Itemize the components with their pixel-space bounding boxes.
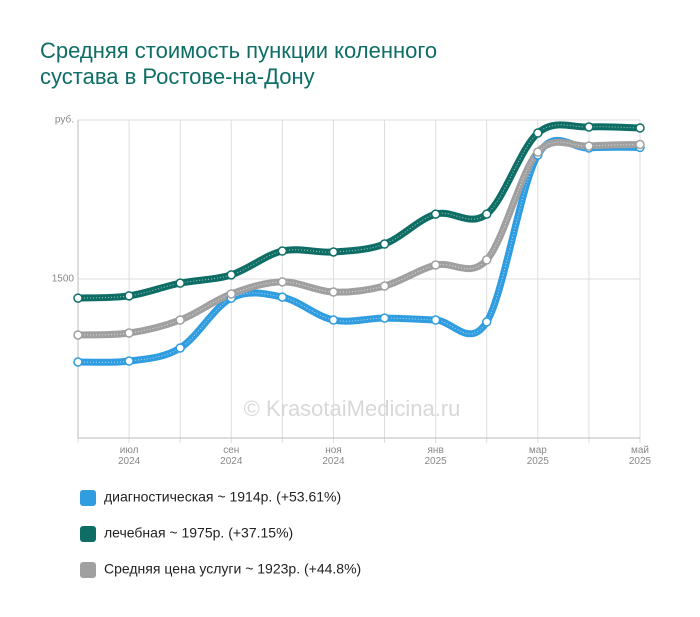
point [175,278,185,288]
series-line-stripe [77,124,641,299]
point [635,139,645,150]
x-tick-label: май 2025 [629,445,652,467]
point [430,315,441,325]
x-tick-label: сен 2024 [220,445,243,467]
point [481,255,492,265]
legend-swatch [80,562,96,578]
legend-label: диагностическая ~ 1914р. (+53.61%) [104,489,341,505]
point [175,315,185,325]
x-tick-label: июл 2024 [118,445,141,467]
point [584,141,594,151]
point [73,293,83,303]
point [635,123,645,133]
point [124,328,134,338]
point [73,357,83,367]
point [379,281,390,291]
point [379,313,390,323]
point [533,128,543,138]
point [124,356,134,366]
legend-swatch [80,490,96,506]
y-tick-label: руб. [55,114,74,126]
point [277,277,288,287]
series-line-stripe [77,141,641,336]
point [584,122,594,132]
point [226,270,237,280]
point [328,247,339,257]
point [481,317,492,327]
point [277,292,288,302]
point [328,315,339,325]
point [124,291,134,301]
x-tick-label: янв 2025 [425,445,448,467]
point [533,147,543,157]
point [430,260,441,270]
legend-label: лечебная ~ 1975р. (+37.15%) [104,525,293,541]
x-tick-label: ноя 2024 [322,445,345,467]
point [379,239,390,249]
series-line [74,138,644,339]
point [277,246,288,256]
point [328,287,339,297]
chart-title: Средняя стоимость пункции коленного суст… [40,38,438,89]
point [73,330,83,340]
legend-label: Средняя цена услуги ~ 1923р. (+44.8%) [104,561,361,577]
point [175,343,185,353]
point [430,209,441,219]
y-tick-label: 1500 [52,274,75,285]
x-tick-label: мар 2025 [527,445,550,467]
watermark: © KrasotaiMedicina.ru [244,396,461,421]
point [481,209,492,219]
series-line [74,121,644,302]
point [226,289,237,299]
legend-swatch [80,526,96,542]
